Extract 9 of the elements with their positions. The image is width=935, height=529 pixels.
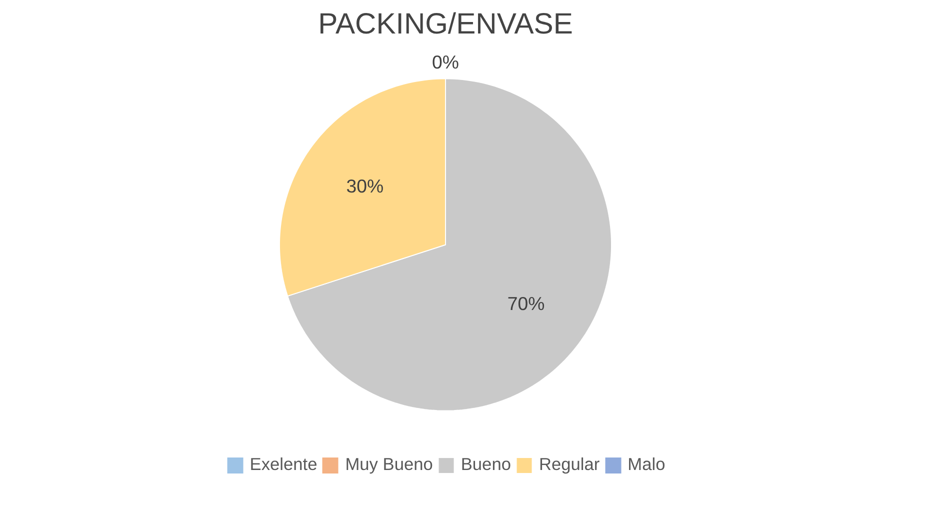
chart-title: PACKING/ENVASE xyxy=(318,8,573,40)
data-label: 70% xyxy=(507,292,545,314)
legend-label: Muy Bueno xyxy=(345,454,433,475)
legend-label: Bueno xyxy=(460,454,511,475)
legend-label: Exelente xyxy=(250,454,318,475)
legend-label: Regular xyxy=(538,454,600,475)
legend-label: Malo xyxy=(628,454,666,475)
text: 0% xyxy=(432,52,459,73)
data-label: 30% xyxy=(346,176,384,197)
